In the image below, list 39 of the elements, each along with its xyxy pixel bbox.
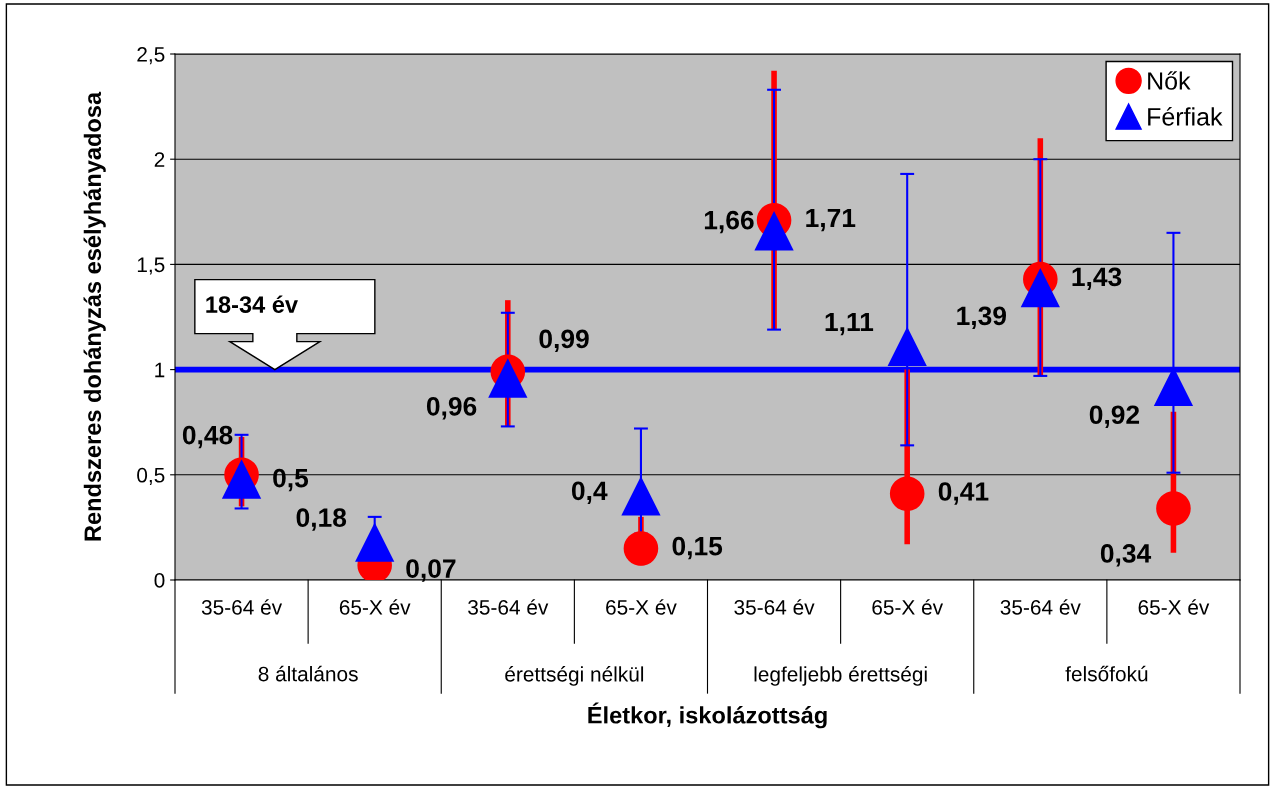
x-tick-label: 35-64 év xyxy=(1000,599,1081,615)
data-label: 0,99 xyxy=(539,329,589,353)
data-label: 0,07 xyxy=(406,559,456,582)
legend-label: Nők xyxy=(1148,71,1191,90)
data-label: 0,48 xyxy=(182,425,233,449)
x-tick-label: 65-X év xyxy=(606,599,677,615)
text: felsőfokú xyxy=(1065,665,1148,682)
y-tick-label: 2 xyxy=(154,152,165,167)
data-label: 1,43 xyxy=(1072,267,1122,291)
y-tick-label: 1 xyxy=(155,362,165,378)
annotation: 18-34 év xyxy=(206,295,298,313)
data-label: 1,66 xyxy=(704,210,754,234)
data-label: 1,39 xyxy=(957,306,1007,330)
data-label: 0,96 xyxy=(426,396,477,420)
legend-label: Férfiak xyxy=(1148,107,1223,126)
y-tick-label: 1,5 xyxy=(137,257,165,275)
data-label: 0,34 xyxy=(1100,544,1152,567)
x-tick-label: 65-X év xyxy=(1138,599,1210,615)
data-label: 0,5 xyxy=(273,468,309,492)
x-tick-label: 65-X év xyxy=(339,599,411,615)
x-axis-title: Életkor, iskolázottság xyxy=(588,702,827,729)
y-tick-label: 0,5 xyxy=(137,467,165,486)
data-label: 0,4 xyxy=(571,481,608,504)
data-label: 0,41 xyxy=(938,482,989,505)
y-axis-title: Rendszeres dohányzás esélyhányadosa xyxy=(83,91,106,541)
x-tick-label: 35-64 év xyxy=(201,599,283,615)
data-label: 0,18 xyxy=(296,508,347,531)
y-tick-label: 2,5 xyxy=(137,47,165,65)
data-label: 0,92 xyxy=(1089,405,1140,428)
text: legfeljebb érettségi xyxy=(754,666,927,686)
text: érettségi nélkül xyxy=(505,666,644,686)
data-label: 1,11 xyxy=(825,312,874,336)
data-label: 1,71 xyxy=(806,208,856,232)
text: 8 általános xyxy=(258,665,358,682)
x-tick-label: 35-64 év xyxy=(734,599,815,615)
y-tick-label: 0 xyxy=(154,573,165,588)
x-tick-label: 35-64 év xyxy=(468,599,549,615)
x-tick-label: 65-X év xyxy=(872,599,944,615)
data-label: 0,15 xyxy=(672,536,723,560)
